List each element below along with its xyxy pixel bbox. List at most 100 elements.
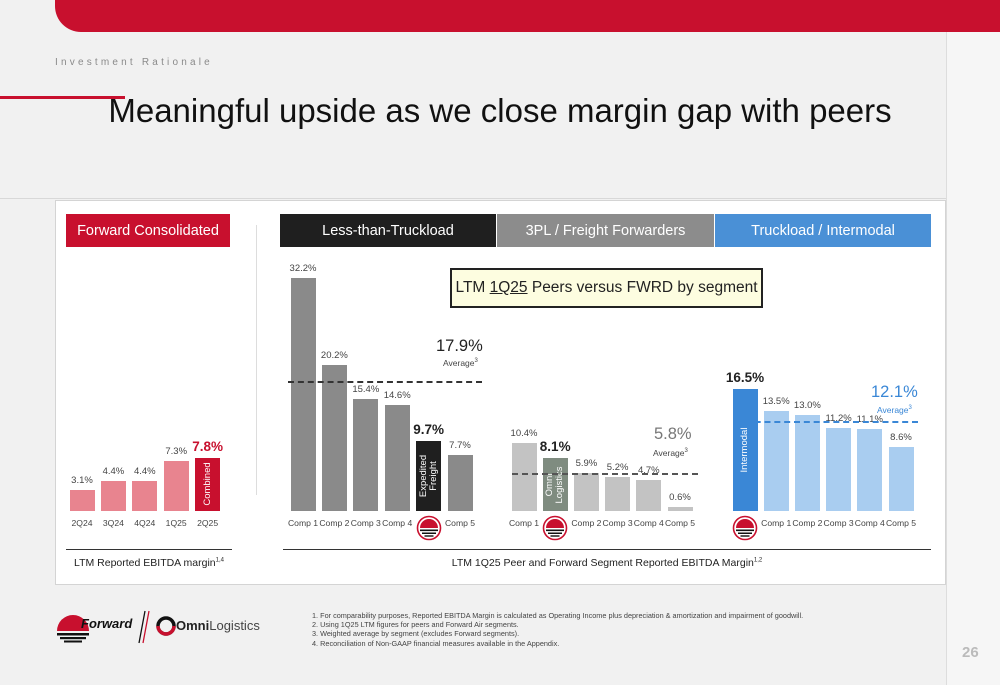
bar-fc-2 xyxy=(100,481,126,511)
average-text-ltl: Average xyxy=(443,358,475,368)
header-3pl: 3PL / Freight Forwarders xyxy=(497,214,714,247)
bar-tl-1 xyxy=(732,388,758,511)
bar-ltl-3 xyxy=(353,399,379,511)
x-tick-tl-5: Comp 4 xyxy=(854,518,885,528)
x-tick-fc-2: 3Q24 xyxy=(102,518,124,528)
footnote-2: 2. Using 1Q25 LTM figures for peers and … xyxy=(312,620,519,630)
bar-3pl-4 xyxy=(605,477,631,511)
value-label-fc-5: 7.8% xyxy=(192,438,223,454)
average-sup-tl: 3 xyxy=(908,405,912,412)
bar-tl-6 xyxy=(888,447,914,511)
forward-logo-icon-tl xyxy=(732,515,758,541)
value-label-tl-4: 11.2% xyxy=(825,413,852,425)
average-line-ltl xyxy=(288,381,482,384)
title-accent-line xyxy=(0,96,125,99)
average-sup-ltl: 3 xyxy=(474,358,478,365)
value-label-3pl-6: 0.6% xyxy=(669,492,691,504)
value-label-3pl-2: 8.1% xyxy=(539,439,571,455)
x-tick-3pl-4: Comp 3 xyxy=(602,518,633,528)
bar-3pl-1 xyxy=(511,443,537,511)
forward-logo-icon-3pl xyxy=(542,515,568,541)
segment-callout: LTM 1Q25 Peers versus FWRD by segment xyxy=(450,268,763,308)
value-label-ltl-5: 9.7% xyxy=(413,421,444,437)
x-tick-fc-3: 4Q24 xyxy=(134,518,156,528)
bar-tl-2 xyxy=(763,411,789,511)
average-value-ltl: 17.9% xyxy=(436,337,483,355)
bar-3pl-3 xyxy=(573,472,599,511)
value-label-fc-4: 7.3% xyxy=(165,446,188,458)
chart-panel xyxy=(55,200,946,585)
segment-bar-label-fc: Combined xyxy=(201,462,213,507)
value-label-ltl-1: 32.2% xyxy=(289,262,317,274)
x-tick-3pl-6: Comp 5 xyxy=(664,518,696,528)
average-label-ltl: Average3 xyxy=(443,358,478,368)
bar-fc-3 xyxy=(132,481,158,511)
x-tick-ltl-3: Comp 3 xyxy=(350,518,381,528)
callout-prefix: LTM xyxy=(455,279,490,296)
bar-3pl-2 xyxy=(542,458,568,511)
right-caption: LTM 1Q25 Peer and Forward Segment Report… xyxy=(283,557,931,569)
value-label-ltl-6: 7.7% xyxy=(449,440,471,452)
forward-wordmark: Forward xyxy=(81,616,133,631)
omni-light: Logistics xyxy=(209,618,260,633)
bar-ltl-4 xyxy=(384,405,410,511)
footnote-4: 4. Reconciliation of Non-GAAP financial … xyxy=(312,638,560,648)
segment-bar-label-tl: Intermodal xyxy=(739,427,751,473)
left-caption-text: LTM Reported EBITDA margin xyxy=(74,557,216,569)
forward-logo-icon-ltl xyxy=(416,515,441,541)
brand-logos: Forward OmniLogistics xyxy=(55,609,275,649)
footnote-1: 1. For comparability purposes, Reported … xyxy=(312,611,804,620)
right-caption-text: LTM 1Q25 Peer and Forward Segment Report… xyxy=(451,557,754,569)
value-label-tl-1: 16.5% xyxy=(725,369,765,385)
bar-fc-5 xyxy=(195,457,221,511)
section-kicker: Investment Rationale xyxy=(55,57,213,68)
x-tick-tl-4: Comp 3 xyxy=(823,518,854,528)
segment-bar-label-ltl: Expedited Freight xyxy=(417,454,439,497)
omni-wordmark: OmniLogistics xyxy=(176,618,260,633)
x-tick-tl-6: Comp 5 xyxy=(885,518,917,528)
value-label-3pl-4: 5.2% xyxy=(606,462,629,474)
x-tick-3pl-5: Comp 4 xyxy=(633,518,664,528)
right-margin-strip xyxy=(946,32,1000,685)
bar-fc-1 xyxy=(69,489,95,511)
x-tick-fc-1: 2Q24 xyxy=(71,518,93,528)
page-number: 26 xyxy=(962,644,979,661)
x-tick-fc-5: 2Q25 xyxy=(197,518,219,528)
footnotes: 1. For comparability purposes, Reported … xyxy=(312,611,803,648)
callout-suffix: Peers versus FWRD by segment xyxy=(527,279,758,296)
value-label-ltl-2: 20.2% xyxy=(320,349,348,361)
value-label-fc-2: 4.4% xyxy=(102,466,125,478)
bar-3pl-5 xyxy=(636,480,662,511)
value-label-fc-1: 3.1% xyxy=(71,474,93,486)
value-label-tl-2: 13.5% xyxy=(762,396,790,408)
right-caption-rule xyxy=(283,549,931,550)
forward-logo-icon: Forward xyxy=(57,610,176,644)
bar-ltl-2 xyxy=(321,364,347,511)
average-sup-3pl: 3 xyxy=(684,448,688,455)
header-truckload: Truckload / Intermodal xyxy=(715,214,931,247)
bar-3pl-6 xyxy=(667,507,693,511)
x-tick-ltl-4: Comp 4 xyxy=(382,518,413,528)
bar-tl-4 xyxy=(826,428,852,511)
bar-ltl-5 xyxy=(416,440,442,511)
header-forward-consolidated: Forward Consolidated xyxy=(66,214,230,247)
callout-period: 1Q25 xyxy=(489,279,528,296)
omni-bold: Omni xyxy=(176,618,210,633)
right-caption-sup: 1,2 xyxy=(753,557,763,564)
x-tick-ltl-2: Comp 2 xyxy=(319,518,350,528)
bar-fc-4 xyxy=(163,461,189,511)
x-tick-3pl-3: Comp 2 xyxy=(571,518,602,528)
value-label-tl-5: 11.1% xyxy=(856,413,883,425)
average-label-tl: Average3 xyxy=(877,405,912,415)
bar-ltl-6 xyxy=(447,455,473,511)
x-tick-3pl-1: Comp 1 xyxy=(508,518,540,528)
value-label-3pl-3: 5.9% xyxy=(575,457,598,469)
value-label-3pl-5: 4.7% xyxy=(637,465,660,477)
bar-tl-5 xyxy=(857,428,883,511)
average-line-3pl xyxy=(512,473,698,476)
value-label-tl-6: 8.6% xyxy=(890,432,912,444)
left-caption-rule xyxy=(66,549,232,550)
left-caption-sup: 1,4 xyxy=(215,557,224,564)
header-ltl: Less-than-Truckload xyxy=(280,214,496,247)
